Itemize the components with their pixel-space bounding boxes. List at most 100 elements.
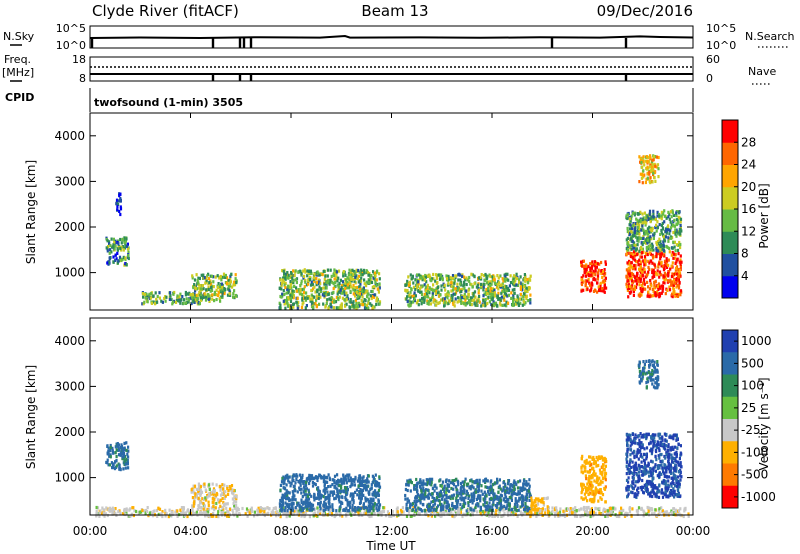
echo-cell xyxy=(523,285,526,289)
echo-cell xyxy=(602,289,605,293)
echo-cell xyxy=(122,452,125,456)
echo-cell xyxy=(451,301,455,305)
echo-cell xyxy=(656,214,659,218)
echo-cell xyxy=(660,210,663,214)
echo-cell xyxy=(407,510,411,514)
echo-cell xyxy=(288,480,291,484)
echo-cell xyxy=(344,304,347,308)
echo-cell xyxy=(354,298,358,302)
echo-cell xyxy=(289,285,292,290)
echo-cell xyxy=(291,497,294,502)
echo-cell xyxy=(417,303,420,307)
echo-cell xyxy=(423,298,426,302)
echo-cell xyxy=(632,287,635,291)
echo-cell xyxy=(639,160,642,164)
echo-cell xyxy=(111,446,114,450)
echo-cell xyxy=(590,281,594,285)
echo-cell xyxy=(396,506,399,510)
echo-cell xyxy=(316,288,319,292)
echo-cell xyxy=(461,287,464,292)
echo-cell xyxy=(176,294,179,298)
echo-cell xyxy=(236,508,239,512)
echo-cell xyxy=(505,488,508,492)
echo-cell xyxy=(653,270,656,274)
echo-cell xyxy=(326,274,329,278)
echo-cell xyxy=(201,284,204,288)
echo-cell xyxy=(370,303,373,307)
echo-cell xyxy=(516,514,519,518)
echo-cell xyxy=(341,495,344,499)
echo-cell xyxy=(356,285,359,290)
echo-cell xyxy=(214,275,217,279)
echo-cell xyxy=(215,491,218,496)
echo-cell xyxy=(228,292,231,296)
echo-cell xyxy=(641,181,644,185)
echo-cell xyxy=(504,274,507,278)
echo-cell xyxy=(524,487,527,491)
echo-cell xyxy=(119,212,122,217)
echo-cell xyxy=(129,514,132,518)
echo-cell xyxy=(327,485,330,489)
echo-cell xyxy=(595,507,598,511)
echo-cell xyxy=(284,511,287,515)
echo-cell xyxy=(433,289,436,293)
echo-cell xyxy=(344,478,347,482)
echo-cell xyxy=(655,271,658,275)
echo-cell xyxy=(679,507,682,511)
echo-cell xyxy=(336,279,339,283)
echo-cell xyxy=(308,278,311,282)
echo-cell xyxy=(354,286,357,290)
echo-cell xyxy=(333,271,337,275)
echo-cell xyxy=(654,179,657,183)
echo-cell xyxy=(306,274,309,278)
echo-cell xyxy=(362,484,365,488)
nsky-tick-top: 10^5 xyxy=(56,22,86,35)
echo-cell xyxy=(452,493,455,497)
echo-cell xyxy=(207,295,210,299)
echo-cell xyxy=(299,284,302,288)
echo-cell xyxy=(179,508,182,512)
echo-cell xyxy=(307,278,310,282)
echo-cell xyxy=(639,286,642,291)
echo-cell xyxy=(477,296,480,300)
echo-cell xyxy=(633,213,636,217)
echo-cell xyxy=(292,305,295,309)
echo-cell xyxy=(634,235,638,239)
echo-cell xyxy=(677,221,680,225)
echo-cell xyxy=(517,490,520,494)
echo-cell xyxy=(632,250,636,254)
echo-cell xyxy=(294,278,297,282)
echo-cell xyxy=(151,514,154,518)
echo-cell xyxy=(283,508,286,513)
echo-cell xyxy=(468,499,472,504)
echo-cell xyxy=(648,160,651,164)
nsky-tick-bottom: 10^0 xyxy=(56,39,86,52)
echo-cell xyxy=(122,248,125,252)
echo-cell xyxy=(106,444,109,448)
echo-cell xyxy=(338,483,341,488)
echo-cell xyxy=(420,489,423,493)
echo-cell xyxy=(124,246,127,250)
echo-cell xyxy=(107,463,110,467)
echo-cell xyxy=(369,276,372,280)
echo-cell xyxy=(646,280,649,284)
echo-cell xyxy=(504,291,507,295)
echo-cell xyxy=(628,507,631,511)
echo-cell xyxy=(246,509,249,513)
echo-cell xyxy=(107,446,110,450)
echo-cell xyxy=(678,512,681,516)
echo-cell xyxy=(229,280,233,284)
echo-cell xyxy=(524,502,527,506)
echo-cell xyxy=(642,509,645,513)
echo-cell xyxy=(648,209,652,213)
echo-cell xyxy=(233,499,236,503)
echo-cell xyxy=(614,507,617,511)
echo-cell xyxy=(214,493,217,497)
echo-cell xyxy=(516,294,519,298)
echo-cell xyxy=(660,223,663,227)
echo-cell xyxy=(106,458,109,462)
echo-cell xyxy=(474,503,478,507)
echo-cell xyxy=(628,284,631,288)
echo-cell xyxy=(420,509,423,513)
nsky-trace xyxy=(89,34,694,40)
